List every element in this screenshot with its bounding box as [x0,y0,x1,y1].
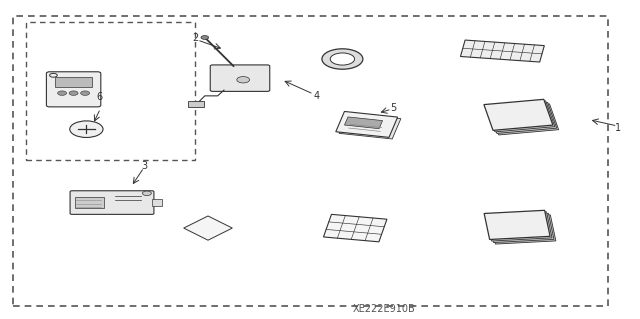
Circle shape [69,91,78,95]
Text: 2: 2 [192,33,198,43]
Polygon shape [488,102,557,133]
Polygon shape [488,213,554,242]
Bar [55,77,93,87]
Bar [26,22,195,160]
Circle shape [330,53,355,65]
Bar [152,199,163,206]
FancyBboxPatch shape [47,72,101,107]
Circle shape [81,91,90,95]
Polygon shape [336,111,397,137]
Circle shape [201,36,209,40]
Bar [76,197,104,208]
Polygon shape [490,104,559,135]
Text: 5: 5 [390,103,397,114]
Polygon shape [323,214,387,242]
Text: 4: 4 [314,91,320,101]
Polygon shape [490,215,556,244]
Polygon shape [484,99,553,130]
FancyBboxPatch shape [70,191,154,214]
Polygon shape [486,101,555,132]
Circle shape [237,77,250,83]
Polygon shape [184,216,232,240]
Text: 3: 3 [141,161,147,171]
Circle shape [58,91,67,95]
Circle shape [143,191,151,196]
Polygon shape [460,40,545,62]
Circle shape [322,49,363,69]
Text: 6: 6 [96,92,102,102]
Polygon shape [484,210,550,240]
FancyBboxPatch shape [188,101,204,107]
Polygon shape [344,117,383,129]
Text: 1: 1 [614,122,621,133]
Circle shape [70,121,103,137]
FancyBboxPatch shape [210,65,270,91]
Text: XE222E910B: XE222E910B [353,304,415,314]
Polygon shape [486,212,552,241]
Polygon shape [339,113,401,139]
